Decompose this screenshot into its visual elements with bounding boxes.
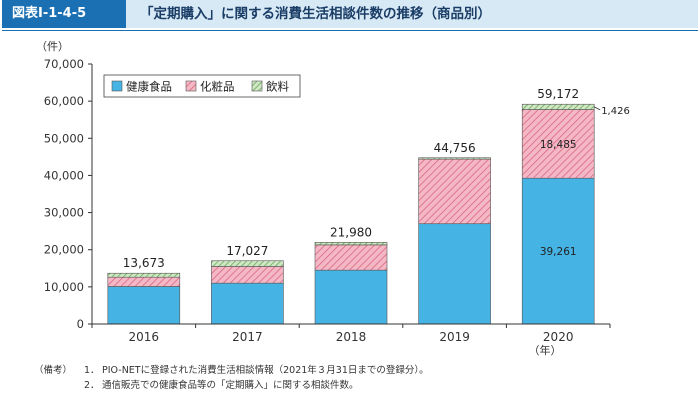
legend-swatch: [251, 80, 263, 92]
segment-label: 1,426: [601, 106, 630, 117]
figure-number: 図表Ⅰ-1-4-5: [2, 0, 126, 28]
note-row-1: （備考） 1． PIO-NETに登録された消費生活相談情報（2021年３月31日まで…: [34, 363, 429, 378]
header-rule: [2, 30, 698, 31]
note-row-2: 2． 通信販売での健康食品等の「定期購入」に関する相談件数。: [34, 378, 429, 393]
y-tick-label: 50,000: [44, 131, 84, 145]
bar-segment-cosmetics: [314, 244, 388, 271]
figure-title: 「定期購入」に関する消費生活相談件数の推移（商品別）: [126, 0, 698, 28]
y-tick-label: 10,000: [44, 280, 84, 294]
x-tick-label: 2019: [439, 330, 470, 344]
legend-swatch: [185, 80, 197, 92]
bars: [107, 103, 595, 325]
bar-segment-cosmetics: [107, 276, 181, 287]
bar-segment-beverages: [107, 272, 181, 278]
y-axis: 0 10,000 20,000 30,000 40,000 50,000 60,000 70,…: [44, 57, 93, 331]
y-tick-label: 20,000: [44, 243, 84, 257]
y-tick-label: 0: [77, 317, 84, 331]
stacked-bar-chart: （件） 0 10,000 20,000 30,000 40,000 50,000 60,00…: [36, 40, 630, 357]
legend-box: [103, 74, 301, 98]
bar-segment-health-food: [418, 223, 491, 325]
legend: 健康食品 化粧品 飲料: [103, 74, 301, 98]
bar-segment-cosmetics: [418, 158, 491, 225]
x-tick-label: 2017: [232, 330, 263, 344]
x-axis: 2016 2017 2018 2019 2020: [91, 323, 611, 344]
y-tick-label: 70,000: [44, 57, 84, 71]
legend-label: 健康食品: [126, 80, 172, 94]
bar-segment-health-food: [314, 269, 388, 325]
y-tick-label: 40,000: [44, 168, 84, 182]
bar-total-label: 13,673: [123, 256, 165, 270]
note-text: 通信販売での健康食品等の「定期購入」に関する相談件数。: [102, 380, 359, 391]
bar-segment-cosmetics: [211, 266, 284, 284]
bar-total-label: 21,980: [330, 225, 372, 239]
x-tick-label: 2020: [543, 330, 574, 344]
x-tick-label: 2018: [336, 330, 367, 344]
x-tick-label: 2016: [129, 330, 160, 344]
x-axis-unit: （年）: [529, 343, 562, 357]
legend-label: 飲料: [266, 80, 289, 94]
notes-tag: （備考）: [34, 365, 73, 376]
bar-segment-health-food: [521, 177, 595, 325]
bar-segment-beverages: [211, 260, 284, 267]
bar-total-label: 17,027: [226, 244, 268, 258]
figure-header: 図表Ⅰ-1-4-5 「定期購入」に関する消費生活相談件数の推移（商品別）: [2, 0, 698, 28]
segment-label: 18,485: [540, 139, 577, 151]
leader-line: [594, 106, 601, 111]
y-tick-label: 60,000: [44, 94, 84, 108]
bar-total-label: 44,756: [434, 141, 476, 155]
note-text: PIO-NETに登録された消費生活相談情報（2021年３月31日までの登録分）。: [102, 365, 429, 376]
segment-label: 39,261: [540, 246, 577, 258]
bar-segment-cosmetics: [521, 109, 595, 179]
legend-swatch: [111, 80, 123, 92]
legend-label: 化粧品: [200, 80, 235, 94]
y-tick-label: 30,000: [44, 206, 84, 220]
bar-segment-beverages: [418, 157, 491, 160]
bar-total-label: 59,172: [537, 87, 579, 101]
bar-segment-health-food: [107, 286, 181, 325]
notes: （備考） 1． PIO-NETに登録された消費生活相談情報（2021年３月31日まで…: [34, 363, 429, 393]
y-axis-unit: （件）: [36, 40, 69, 53]
note-number: 1．: [84, 365, 100, 376]
bar-segment-beverages: [314, 242, 388, 246]
bar-segment-health-food: [211, 282, 284, 325]
data-labels: 13,673 17,027 21,980 44,756 59,172 39,261 18,4…: [123, 87, 630, 270]
bar-segment-beverages: [521, 103, 595, 110]
note-number: 2．: [84, 380, 100, 391]
